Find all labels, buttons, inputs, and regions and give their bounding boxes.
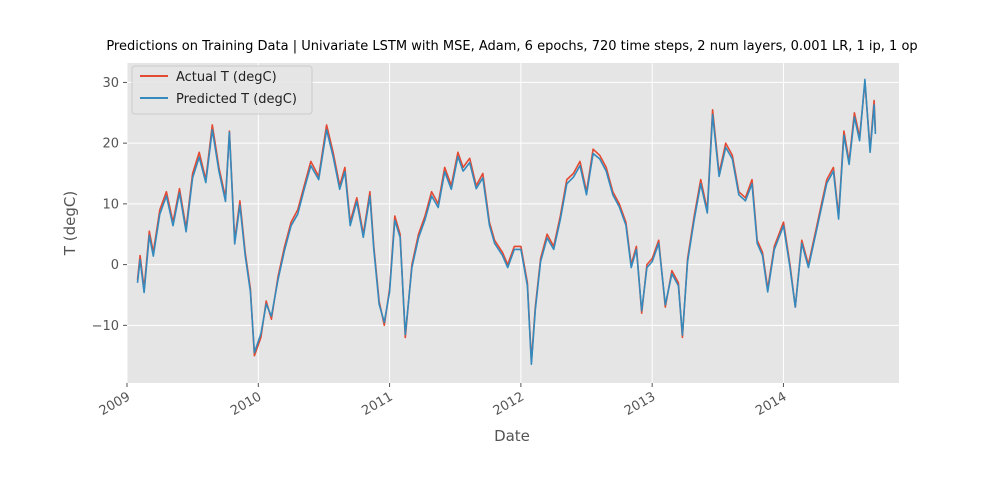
y-axis: −10 0 10 20 30	[92, 76, 127, 334]
y-tick-label: −10	[92, 319, 119, 334]
x-tick-label: 2013	[622, 389, 658, 419]
x-axis: 2009 2010 2011 2012 2013 2014	[97, 383, 789, 419]
x-tick-label: 2010	[228, 389, 264, 419]
y-axis-label: T (degC)	[61, 191, 79, 256]
legend: Actual T (degC) Predicted T (degC)	[131, 65, 313, 115]
legend-label-predicted: Predicted T (degC)	[176, 92, 297, 107]
y-tick-label: 10	[102, 197, 119, 212]
y-tick-label: 30	[102, 76, 119, 91]
chart-title: Predictions on Training Data | Univariat…	[106, 39, 917, 54]
x-axis-label: Date	[494, 427, 530, 445]
x-tick-label: 2011	[359, 389, 395, 419]
x-tick-label: 2009	[97, 389, 133, 419]
legend-box	[131, 65, 313, 115]
y-tick-label: 0	[111, 258, 119, 273]
series-line-predicted	[136, 78, 877, 365]
x-tick-label: 2012	[491, 389, 527, 419]
y-tick-label: 20	[102, 137, 119, 152]
legend-label-actual: Actual T (degC)	[176, 70, 277, 85]
plot-area	[127, 63, 899, 383]
x-tick-label: 2014	[753, 389, 789, 419]
series-group	[136, 78, 877, 365]
